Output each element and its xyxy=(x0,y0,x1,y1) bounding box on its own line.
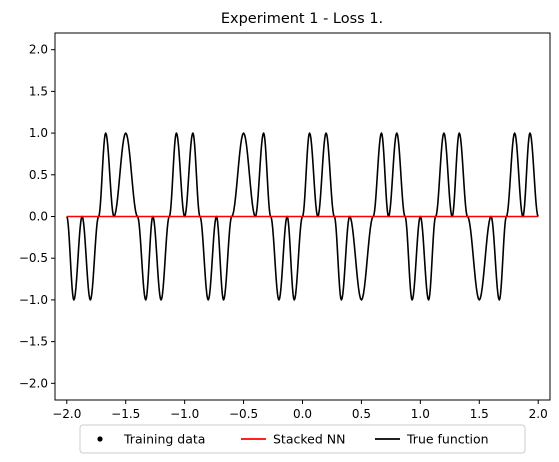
y-tick-label: 2.0 xyxy=(29,43,48,57)
x-tick-label: 0.0 xyxy=(293,407,312,421)
y-tick-label: 1.5 xyxy=(29,84,48,98)
y-tick-label: −0.5 xyxy=(19,251,48,265)
legend-box xyxy=(79,424,526,454)
x-tick-label: 2.0 xyxy=(529,407,548,421)
legend-label: True function xyxy=(406,432,489,447)
x-tick-label: −0.5 xyxy=(229,407,258,421)
legend-label: Training data xyxy=(123,432,205,447)
x-tick-label: 0.5 xyxy=(352,407,371,421)
y-tick-label: 1.0 xyxy=(29,126,48,140)
y-tick-label: −1.0 xyxy=(19,293,48,307)
legend-marker-dot xyxy=(97,436,103,442)
y-tick-label: 0.5 xyxy=(29,168,48,182)
x-tick-label: −2.0 xyxy=(52,407,81,421)
legend-label: Stacked NN xyxy=(273,432,345,447)
y-tick-label: −2.0 xyxy=(19,376,48,390)
x-axis: −2.0 −1.5 −1.0 −0.5 0.0 0.5 1.0 1.5 2.0 xyxy=(52,400,548,421)
chart-title: Experiment 1 - Loss 1. xyxy=(221,11,383,27)
y-tick-label: 0.0 xyxy=(29,210,48,224)
y-axis: 2.0 1.5 1.0 0.5 0.0 −0.5 −1.0 −1.5 −2.0 xyxy=(19,43,55,390)
x-tick-label: 1.5 xyxy=(470,407,489,421)
y-tick-label: −1.5 xyxy=(19,335,48,349)
legend: Training data Stacked NN True function xyxy=(79,424,526,454)
plot-area xyxy=(66,132,539,301)
x-tick-label: −1.5 xyxy=(111,407,140,421)
x-tick-label: −1.0 xyxy=(170,407,199,421)
axes-frame xyxy=(54,32,551,401)
x-tick-label: 1.0 xyxy=(411,407,430,421)
